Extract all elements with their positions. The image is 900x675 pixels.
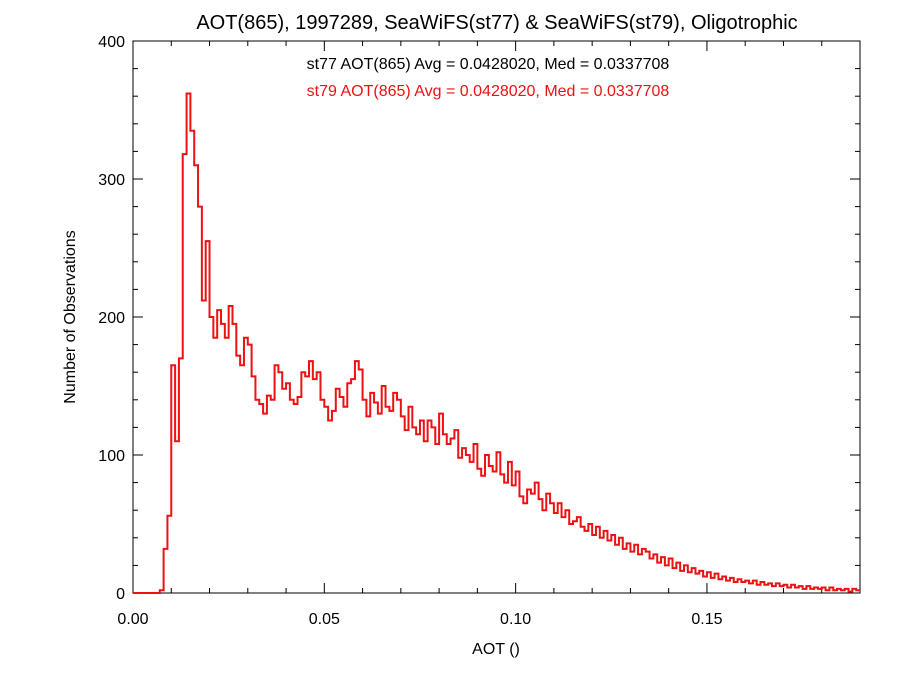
y-tick-label: 300 — [98, 172, 125, 189]
x-tick-label: 0.05 — [309, 611, 340, 628]
y-tick-label: 200 — [98, 310, 125, 327]
annotation-st79: st79 AOT(865) Avg = 0.0428020, Med = 0.0… — [307, 83, 670, 100]
x-tick-label: 0.10 — [500, 611, 531, 628]
x-tick-label: 0.15 — [691, 611, 722, 628]
histogram-series-line — [133, 92, 860, 594]
y-tick-label: 400 — [98, 34, 125, 51]
y-axis-label: Number of Observations — [62, 230, 79, 403]
chart-title: AOT(865), 1997289, SeaWiFS(st77) & SeaWi… — [196, 12, 797, 34]
plot-frame — [132, 40, 861, 594]
annotation-st77: st77 AOT(865) Avg = 0.0428020, Med = 0.0… — [307, 56, 670, 73]
x-axis: 0.00 0.05 0.10 0.15 — [117, 41, 823, 628]
x-axis-label: AOT () — [472, 641, 520, 658]
y-tick-label: 0 — [116, 586, 125, 603]
y-tick-label: 100 — [98, 448, 125, 465]
series-group — [133, 92, 860, 594]
x-tick-label: 0.00 — [117, 611, 148, 628]
